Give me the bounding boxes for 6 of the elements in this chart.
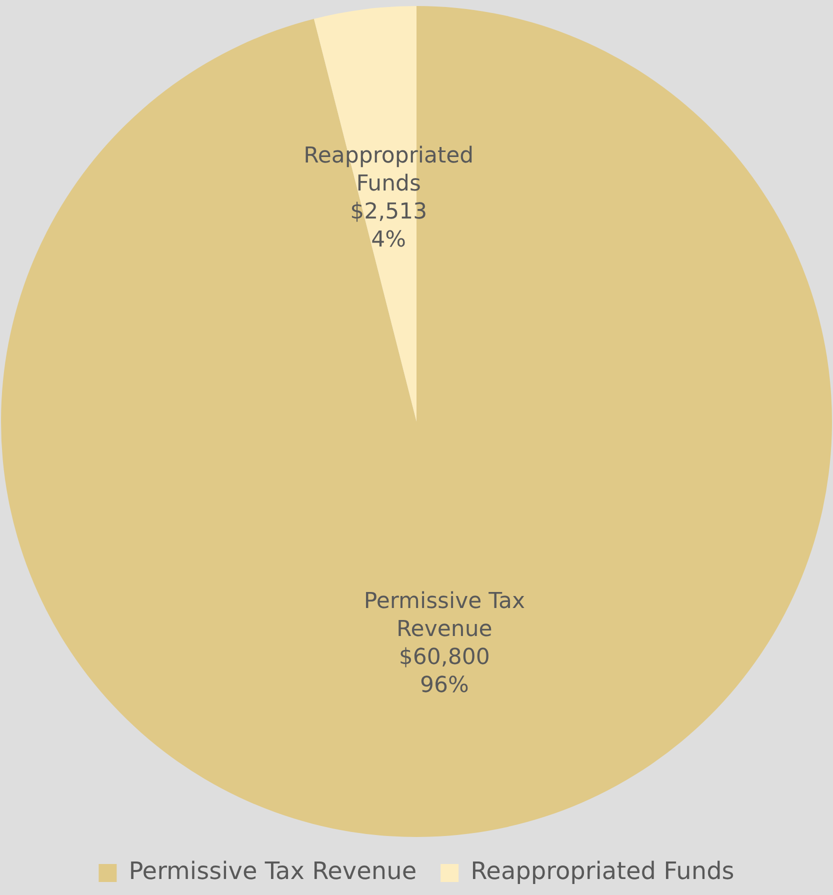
slice-label: Reappropriated Funds (304, 144, 474, 197)
data-label: $60,800 96% (398, 644, 490, 698)
legend-label: Permissive Tax Revenue (128, 857, 417, 886)
legend-label: Reappropriated Funds (470, 857, 734, 886)
slice-label: Permissive Tax Revenue (364, 588, 525, 642)
data-label: $2,513 4% (350, 200, 428, 253)
